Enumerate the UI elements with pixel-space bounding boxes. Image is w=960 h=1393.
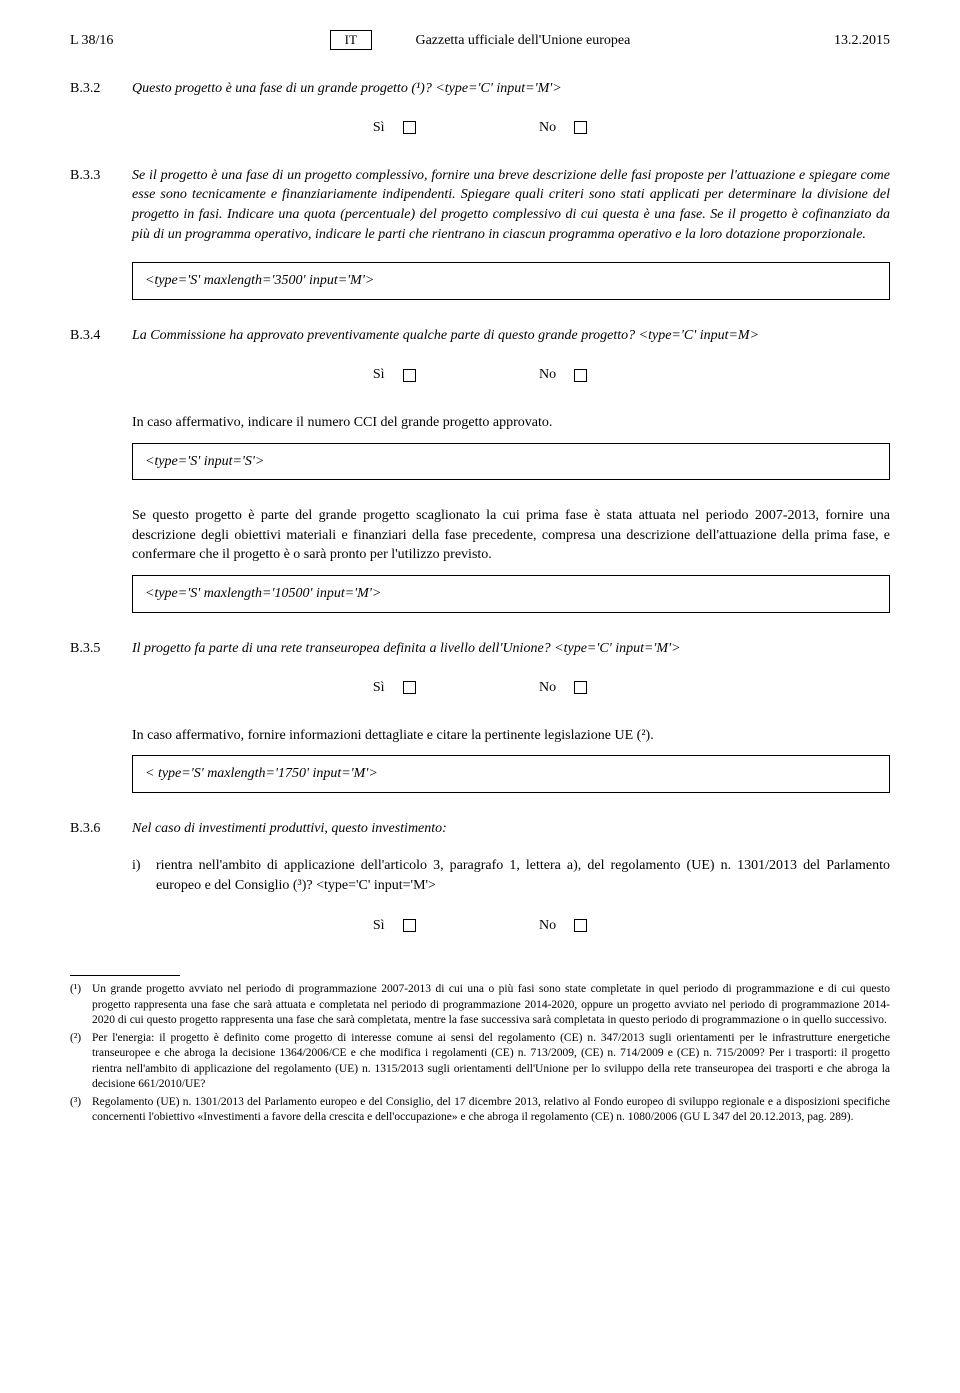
- field-b35[interactable]: < type='S' maxlength='1750' input='M'>: [132, 755, 890, 793]
- no-label: No: [539, 367, 556, 382]
- footnote-marker: (¹): [70, 982, 92, 1029]
- b34-followup: In caso affermativo, indicare il numero …: [132, 413, 890, 433]
- section-num: B.3.4: [70, 326, 132, 346]
- item-marker: i): [132, 856, 156, 895]
- footnote-text: Per l'energia: il progetto è definito co…: [92, 1031, 890, 1093]
- section-text: Questo progetto è una fase di un grande …: [132, 79, 890, 99]
- yes-label: Sì: [373, 120, 385, 135]
- yesno-b32: Sì No: [70, 118, 890, 138]
- footnote-1: (¹) Un grande progetto avviato nel perio…: [70, 982, 890, 1029]
- footnote-marker: (²): [70, 1031, 92, 1093]
- section-text: Nel caso di investimenti produttivi, que…: [132, 819, 890, 839]
- checkbox-yes[interactable]: [403, 919, 416, 932]
- page-ref: L 38/16: [70, 31, 210, 51]
- footnote-text: Un grande progetto avviato nel periodo d…: [92, 982, 890, 1029]
- yes-label: Sì: [373, 680, 385, 695]
- section-b34: B.3.4 La Commissione ha approvato preven…: [70, 326, 890, 346]
- checkbox-yes[interactable]: [403, 681, 416, 694]
- footnote-marker: (³): [70, 1095, 92, 1126]
- section-b33: B.3.3 Se il progetto è una fase di un pr…: [70, 166, 890, 244]
- checkbox-no[interactable]: [574, 121, 587, 134]
- checkbox-no[interactable]: [574, 681, 587, 694]
- yesno-b34: Sì No: [70, 365, 890, 385]
- journal-title: Gazzetta ufficiale dell'Unione europea: [415, 33, 630, 48]
- footnote-rule: [70, 975, 180, 976]
- footnote-2: (²) Per l'energia: il progetto è definit…: [70, 1031, 890, 1093]
- yes-label: Sì: [373, 918, 385, 933]
- header-center: IT Gazzetta ufficiale dell'Unione europe…: [210, 30, 750, 51]
- b36-item-i: i) rientra nell'ambito di applicazione d…: [132, 856, 890, 895]
- field-b33[interactable]: <type='S' maxlength='3500' input='M'>: [132, 262, 890, 300]
- b35-followup: In caso affermativo, fornire informazion…: [132, 726, 890, 746]
- yes-label: Sì: [373, 367, 385, 382]
- checkbox-no[interactable]: [574, 369, 587, 382]
- section-num: B.3.3: [70, 166, 132, 244]
- section-num: B.3.2: [70, 79, 132, 99]
- footnote-text: Regolamento (UE) n. 1301/2013 del Parlam…: [92, 1095, 890, 1126]
- footnote-3: (³) Regolamento (UE) n. 1301/2013 del Pa…: [70, 1095, 890, 1126]
- section-b36: B.3.6 Nel caso di investimenti produttiv…: [70, 819, 890, 839]
- section-num: B.3.5: [70, 639, 132, 659]
- section-b35: B.3.5 Il progetto fa parte di una rete t…: [70, 639, 890, 659]
- section-text: Se il progetto è una fase di un progetto…: [132, 166, 890, 244]
- section-num: B.3.6: [70, 819, 132, 839]
- checkbox-yes[interactable]: [403, 369, 416, 382]
- checkbox-no[interactable]: [574, 919, 587, 932]
- b34-para: Se questo progetto è parte del grande pr…: [132, 506, 890, 565]
- yesno-b35: Sì No: [70, 678, 890, 698]
- lang-box: IT: [330, 30, 372, 50]
- section-b32: B.3.2 Questo progetto è una fase di un g…: [70, 79, 890, 99]
- section-text: La Commissione ha approvato preventivame…: [132, 326, 890, 346]
- field-b34b[interactable]: <type='S' maxlength='10500' input='M'>: [132, 575, 890, 613]
- no-label: No: [539, 918, 556, 933]
- item-text: rientra nell'ambito di applicazione dell…: [156, 858, 890, 893]
- yesno-b36i: Sì No: [70, 916, 890, 936]
- field-b34a[interactable]: <type='S' input='S'>: [132, 443, 890, 481]
- section-text: Il progetto fa parte di una rete transeu…: [132, 639, 890, 659]
- checkbox-yes[interactable]: [403, 121, 416, 134]
- page-date: 13.2.2015: [750, 31, 890, 51]
- page-header: L 38/16 IT Gazzetta ufficiale dell'Union…: [70, 30, 890, 51]
- no-label: No: [539, 120, 556, 135]
- no-label: No: [539, 680, 556, 695]
